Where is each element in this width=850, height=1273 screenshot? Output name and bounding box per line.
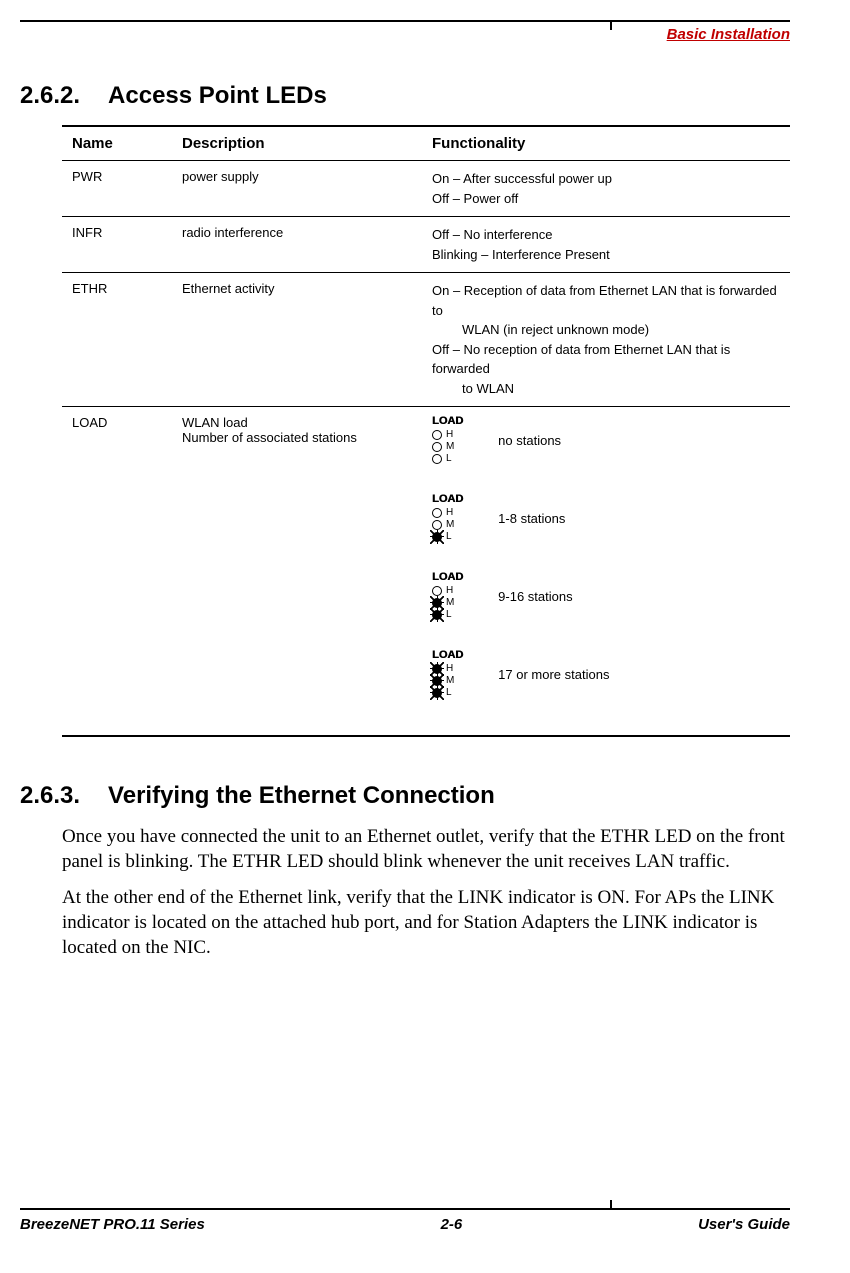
table-row: INFR radio interference Off – No interfe…: [62, 217, 790, 273]
led-off-icon: [432, 442, 442, 452]
desc-text: Number of associated stations: [182, 430, 412, 445]
led-row: H: [432, 507, 463, 518]
cell-name: PWR: [62, 161, 172, 217]
cell-desc: radio interference: [172, 217, 422, 273]
led-stack-title: LOAD: [432, 493, 463, 505]
led-row: H: [432, 663, 463, 674]
led-off-icon: [432, 454, 442, 464]
cell-name: INFR: [62, 217, 172, 273]
led-stack: LOAD HML: [432, 571, 463, 621]
cell-desc: Ethernet activity: [172, 273, 422, 407]
led-row: M: [432, 597, 463, 608]
led-label: M: [446, 519, 454, 530]
page-footer: BreezeNET PRO.11 Series 2-6 User's Guide: [20, 1208, 790, 1233]
led-label: H: [446, 507, 453, 518]
page-header: Basic Installation: [20, 20, 790, 52]
footer-right: User's Guide: [698, 1216, 790, 1233]
led-stack: LOAD HML: [432, 415, 463, 465]
header-tick: [610, 20, 612, 30]
led-row: L: [432, 531, 463, 542]
header-title: Basic Installation: [667, 26, 790, 43]
led-stack: LOAD HML: [432, 493, 463, 543]
func-text: Off – No reception of data from Ethernet…: [432, 340, 780, 379]
section-heading-ethernet: 2.6.3. Verifying the Ethernet Connection: [20, 782, 790, 810]
led-on-icon: [432, 610, 442, 620]
led-on-icon: [432, 676, 442, 686]
led-row: L: [432, 609, 463, 620]
led-label: L: [446, 453, 452, 464]
led-label: L: [446, 531, 452, 542]
load-state-text: 17 or more stations: [498, 667, 609, 682]
table-row: PWR power supply On – After successful p…: [62, 161, 790, 217]
func-text: On – After successful power up: [432, 169, 780, 189]
load-indicator-block: LOAD HML 9-16 stations: [432, 571, 780, 621]
func-text: Off – Power off: [432, 189, 780, 209]
table-header-row: Name Description Functionality: [62, 126, 790, 161]
led-on-icon: [432, 688, 442, 698]
cell-desc: WLAN load Number of associated stations: [172, 407, 422, 737]
footer-left: BreezeNET PRO.11 Series: [20, 1216, 205, 1233]
load-state-text: 1-8 stations: [498, 511, 565, 526]
th-name: Name: [62, 126, 172, 161]
led-on-icon: [432, 664, 442, 674]
body-paragraph: At the other end of the Ethernet link, v…: [62, 886, 790, 960]
section-heading-leds: 2.6.2. Access Point LEDs: [20, 82, 790, 110]
led-row: H: [432, 429, 463, 440]
led-row: H: [432, 585, 463, 596]
led-row: M: [432, 519, 463, 530]
led-off-icon: [432, 520, 442, 530]
func-text: Off – No interference: [432, 225, 780, 245]
led-stack-title: LOAD: [432, 415, 463, 427]
section-number: 2.6.3.: [20, 782, 80, 810]
led-off-icon: [432, 430, 442, 440]
load-state-text: no stations: [498, 433, 561, 448]
led-on-icon: [432, 532, 442, 542]
led-label: M: [446, 441, 454, 452]
body-paragraph: Once you have connected the unit to an E…: [62, 825, 790, 874]
desc-text: WLAN load: [182, 415, 412, 430]
led-on-icon: [432, 598, 442, 608]
led-row: M: [432, 675, 463, 686]
cell-func: On – After successful power up Off – Pow…: [422, 161, 790, 217]
led-label: H: [446, 429, 453, 440]
led-off-icon: [432, 586, 442, 596]
led-label: L: [446, 609, 452, 620]
footer-tick: [610, 1200, 612, 1210]
cell-func-load: LOADHMLno stationsLOADHML1-8 stationsLOA…: [422, 407, 790, 737]
cell-func: On – Reception of data from Ethernet LAN…: [422, 273, 790, 407]
led-label: H: [446, 585, 453, 596]
th-description: Description: [172, 126, 422, 161]
cell-name: LOAD: [62, 407, 172, 737]
func-text: WLAN (in reject unknown mode): [432, 320, 780, 340]
led-label: M: [446, 597, 454, 608]
led-stack-title: LOAD: [432, 649, 463, 661]
func-text: Blinking – Interference Present: [432, 245, 780, 265]
led-table: Name Description Functionality PWR power…: [62, 125, 790, 737]
led-label: L: [446, 687, 452, 698]
led-off-icon: [432, 508, 442, 518]
section-title: Access Point LEDs: [108, 82, 327, 109]
led-label: M: [446, 675, 454, 686]
func-text: On – Reception of data from Ethernet LAN…: [432, 281, 780, 320]
section-title: Verifying the Ethernet Connection: [108, 782, 495, 809]
led-row: M: [432, 441, 463, 452]
cell-func: Off – No interference Blinking – Interfe…: [422, 217, 790, 273]
cell-desc: power supply: [172, 161, 422, 217]
th-functionality: Functionality: [422, 126, 790, 161]
led-stack: LOAD HML: [432, 649, 463, 699]
load-indicator-block: LOAD HMLno stations: [432, 415, 780, 465]
load-indicator-block: LOAD HML 17 or more stations: [432, 649, 780, 699]
table-row: ETHR Ethernet activity On – Reception of…: [62, 273, 790, 407]
section-number: 2.6.2.: [20, 82, 80, 110]
led-label: H: [446, 663, 453, 674]
footer-center: 2-6: [441, 1216, 463, 1233]
func-text: to WLAN: [432, 379, 780, 399]
led-row: L: [432, 687, 463, 698]
load-indicator-block: LOAD HML 1-8 stations: [432, 493, 780, 543]
led-row: L: [432, 453, 463, 464]
cell-name: ETHR: [62, 273, 172, 407]
table-row: LOAD WLAN load Number of associated stat…: [62, 407, 790, 737]
led-stack-title: LOAD: [432, 571, 463, 583]
load-state-text: 9-16 stations: [498, 589, 572, 604]
